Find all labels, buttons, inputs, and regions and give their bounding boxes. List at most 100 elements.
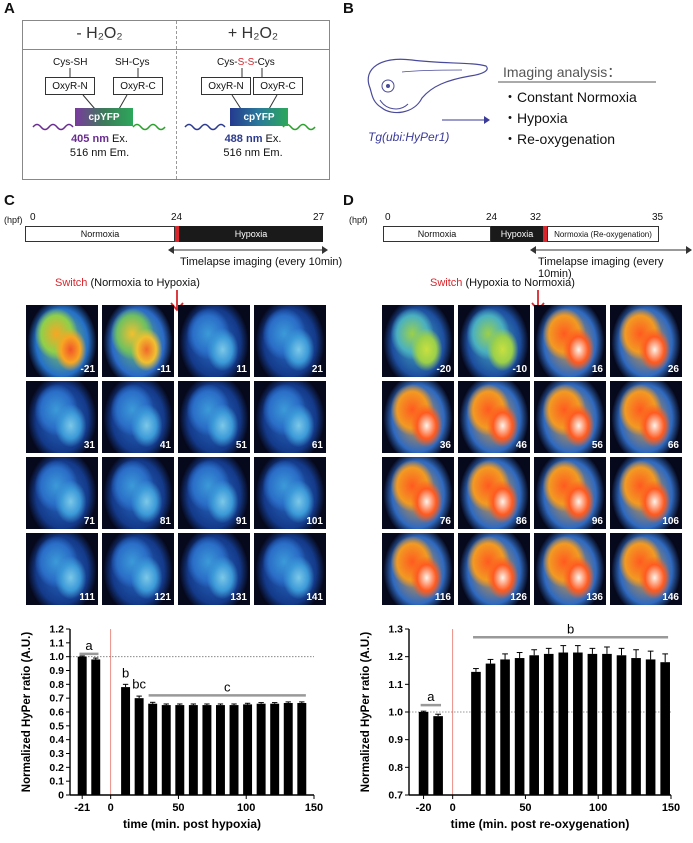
tg-hyper1-label: Tg(ubi:HyPer1) bbox=[368, 130, 450, 144]
oxyr-c-box-plus: OxyR-C bbox=[253, 77, 303, 95]
panel-d-image-grid: -20 -10 16 26 36 46 56 66 76 86 96 106 116 126 136 146 bbox=[382, 305, 686, 609]
panel-d-tile-label: 86 bbox=[515, 516, 527, 527]
panel-a-divider bbox=[176, 21, 177, 179]
y-tick-label: 1.2 bbox=[388, 651, 403, 663]
panel-c-tile: 131 bbox=[178, 533, 250, 605]
y-tick-label: 1.3 bbox=[388, 624, 403, 636]
significance-label: b bbox=[122, 666, 129, 681]
panel-c-tick-24: 24 bbox=[171, 212, 183, 223]
panel-d-tile-label: 56 bbox=[591, 440, 603, 451]
panel-d-label: D bbox=[343, 192, 354, 209]
panel-c-tile-label: 41 bbox=[159, 440, 171, 451]
panel-c-switch-text: Switch (Normoxia to Hypoxia) bbox=[55, 277, 200, 289]
panel-c-tile-label: 111 bbox=[79, 592, 95, 603]
bar bbox=[270, 703, 280, 795]
bar bbox=[243, 704, 253, 795]
x-axis-label: time (min. post re-oxygenation) bbox=[451, 817, 630, 831]
panel-d-hpf: (hpf) bbox=[349, 215, 368, 225]
bar bbox=[500, 659, 510, 795]
panel-d-tile-label: 116 bbox=[434, 592, 451, 603]
plus-h2o2-title: + H₂O₂ bbox=[227, 25, 279, 42]
plus-linker-svg bbox=[184, 68, 316, 131]
panel-c-tile-label: 141 bbox=[306, 592, 323, 603]
panel-d-tile: 36 bbox=[382, 381, 454, 453]
panel-c-hpf: (hpf) bbox=[4, 215, 23, 225]
panel-c-tile: 101 bbox=[254, 457, 326, 529]
zebrafish-embryo-icon bbox=[367, 58, 488, 114]
panel-d-tile-label: 146 bbox=[662, 592, 679, 603]
panel-c-timeline: Normoxia Hypoxia bbox=[25, 226, 323, 242]
panel-d-timeline: Normoxia Hypoxia Normoxia (Re-oxygenatio… bbox=[383, 226, 659, 242]
significance-label: bc bbox=[132, 677, 146, 692]
panel-c-tile: 51 bbox=[178, 381, 250, 453]
panel-c-hypoxia-seg: Hypoxia bbox=[179, 226, 323, 242]
bar bbox=[91, 659, 101, 795]
ex-405-nm: 405 nm bbox=[71, 133, 109, 145]
bar bbox=[573, 652, 583, 795]
bar bbox=[215, 705, 225, 795]
bar bbox=[77, 656, 87, 795]
minus-h2o2-title: - H₂O₂ bbox=[76, 25, 123, 42]
panel-d-tile-label: 76 bbox=[439, 516, 451, 527]
y-tick-label: 0.9 bbox=[388, 734, 403, 746]
panel-d-tile-label: -10 bbox=[512, 364, 527, 375]
analysis-item-reoxygenation: ・Re-oxygenation bbox=[503, 131, 616, 147]
panel-c-tile-label: 91 bbox=[235, 516, 247, 527]
panel-c-tile: -11 bbox=[102, 305, 174, 377]
x-axis-label: time (min. post hypoxia) bbox=[123, 817, 261, 831]
bar bbox=[514, 658, 525, 795]
x-tick-label: 150 bbox=[305, 802, 323, 814]
y-tick-label: 0.6 bbox=[49, 707, 64, 719]
x-tick-label: 100 bbox=[237, 802, 255, 814]
bar bbox=[529, 655, 539, 795]
panel-d-tick-24: 24 bbox=[486, 212, 498, 223]
panel-d-tile-label: 126 bbox=[510, 592, 527, 603]
panel-c-tile-label: 51 bbox=[235, 440, 247, 451]
panel-c-image-grid: -21 -11 11 21 31 41 51 61 71 81 91 101 111 121 131 141 bbox=[26, 305, 330, 609]
panel-c-tile: 141 bbox=[254, 533, 326, 605]
y-tick-label: 1.0 bbox=[388, 707, 403, 719]
cpyfp-minus: cpYFP bbox=[75, 108, 133, 126]
panel-d-double-arrow bbox=[530, 246, 692, 254]
panel-d-switch-mark bbox=[543, 226, 547, 242]
panel-d-tile: 136 bbox=[534, 533, 606, 605]
panel-d-bar-chart: 0.7 0.8 0.9 1.0 1.1 1.2 1.3 -20 0 50 100 150 a b Norma… bbox=[360, 621, 680, 831]
y-axis-label: Normalized HyPer ratio (A.U.) bbox=[21, 632, 33, 793]
y-tick-label: 0.4 bbox=[49, 734, 64, 746]
panel-c-tile: 111 bbox=[26, 533, 98, 605]
panel-d-tick-35: 35 bbox=[652, 212, 664, 223]
bar bbox=[256, 703, 266, 795]
analysis-item-hypoxia: ・Hypoxia bbox=[503, 110, 568, 126]
panel-c-tile: 41 bbox=[102, 381, 174, 453]
sh-cys-label: SH-Cys bbox=[115, 57, 150, 68]
bar bbox=[418, 712, 429, 795]
bar bbox=[229, 705, 239, 795]
panel-c-tile: 61 bbox=[254, 381, 326, 453]
panel-c-tile-label: 31 bbox=[83, 440, 95, 451]
imaging-analysis-title: Imaging analysis： bbox=[503, 64, 622, 80]
panel-d-tile-label: 26 bbox=[667, 364, 679, 375]
panel-c-tile-label: 71 bbox=[83, 516, 95, 527]
bar bbox=[645, 659, 656, 795]
cys-sh-label: Cys-SH bbox=[53, 57, 88, 68]
panel-d-tile-label: -20 bbox=[436, 364, 451, 375]
panel-d-tile: 146 bbox=[610, 533, 682, 605]
panel-d-tile: 86 bbox=[458, 457, 530, 529]
y-tick-label: 0.8 bbox=[49, 679, 64, 691]
bar bbox=[543, 653, 554, 795]
bar bbox=[148, 703, 158, 795]
y-tick-label: 0.5 bbox=[49, 720, 64, 732]
x-tick-label: -20 bbox=[416, 802, 432, 814]
bar bbox=[558, 652, 569, 795]
panel-c-tile-label: 61 bbox=[311, 440, 323, 451]
panel-c-tile: 11 bbox=[178, 305, 250, 377]
bar bbox=[602, 653, 612, 795]
panel-c-tile-label: -21 bbox=[80, 364, 95, 375]
minus-linker-svg bbox=[32, 68, 166, 131]
y-tick-label: 0.3 bbox=[49, 748, 64, 760]
panel-c-tile: -21 bbox=[26, 305, 98, 377]
ex-488-label: Ex. bbox=[262, 133, 282, 145]
oxyr-n-box-minus: OxyR-N bbox=[45, 77, 95, 95]
panel-d-switch-text: Switch (Hypoxia to Normoxia) bbox=[430, 277, 575, 289]
panel-d-reoxygenation-seg: Normoxia (Re-oxygenation) bbox=[547, 226, 659, 242]
